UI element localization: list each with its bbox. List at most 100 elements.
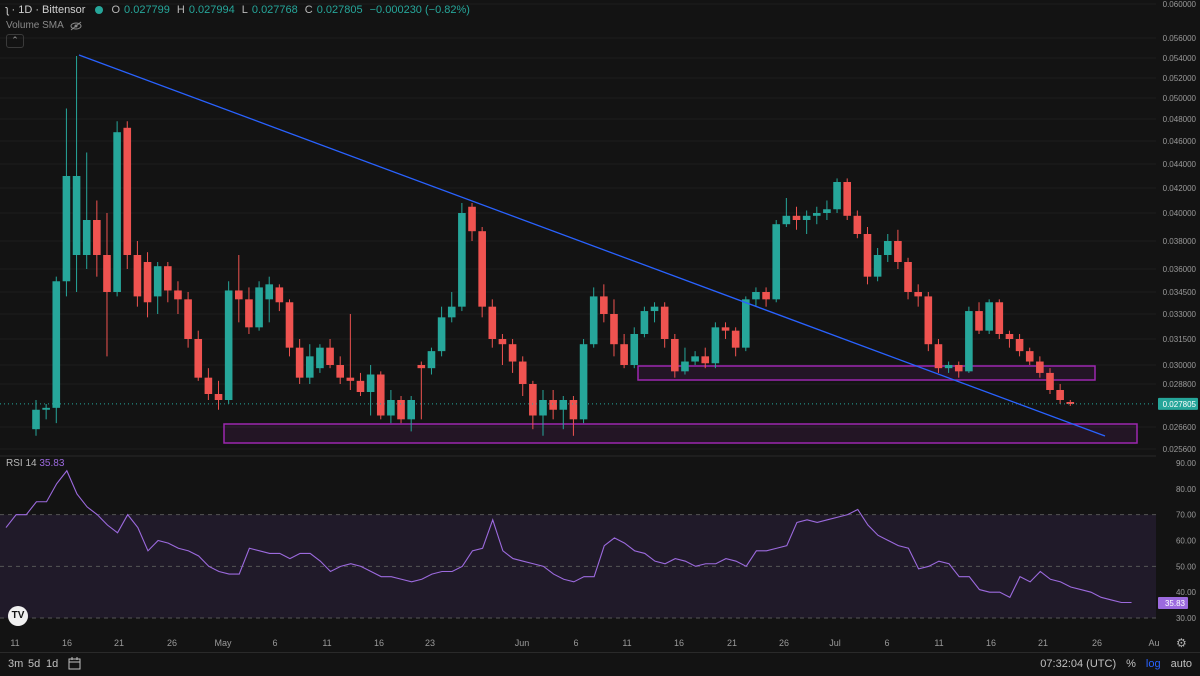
candle-body (468, 206, 476, 232)
time-tick-label: 6 (884, 638, 889, 648)
candle-body (934, 344, 943, 369)
price-grid (0, 3, 1156, 450)
time-tick-label: 21 (114, 638, 124, 648)
time-tick-label: May (214, 638, 232, 648)
gear-icon[interactable]: ⚙ (1176, 636, 1187, 650)
candle-body (863, 234, 872, 277)
trendline-layer[interactable] (78, 54, 1106, 437)
candle-body (1066, 402, 1075, 404)
price-tick-label: 0.050000 (1163, 94, 1197, 103)
price-tick-label: 0.028800 (1163, 380, 1197, 389)
candle-body (518, 361, 527, 384)
price-tick-label: 0.048000 (1163, 115, 1197, 124)
candle-body (113, 132, 121, 292)
eye-off-icon[interactable] (70, 21, 82, 31)
candle-body (924, 296, 933, 345)
clock-display[interactable]: 07:32:04 (UTC) (1040, 658, 1117, 670)
rsi-current-badge (1158, 596, 1188, 609)
rsi-legend[interactable]: RSI 14 35.83 (6, 458, 64, 469)
range-3m-button[interactable]: 3m (8, 658, 24, 670)
price-axis[interactable]: 0.060000 0.056000 0.054000 0.052000 0.050000… (1158, 0, 1198, 623)
time-tick-label: 16 (62, 638, 72, 648)
candle-body (711, 327, 720, 364)
price-tick-label: 0.038000 (1163, 237, 1197, 246)
candle-body (985, 302, 993, 331)
calendar-icon[interactable] (68, 657, 81, 670)
candle-body (458, 213, 466, 307)
candle-body (1046, 372, 1054, 390)
candle-body (833, 182, 841, 210)
scale-controls: 07:32:04 (UTC) % log auto (1040, 658, 1192, 670)
candle-body (802, 215, 811, 220)
candle-body (762, 292, 770, 300)
rsi-tick-label: 50.00 (1176, 562, 1197, 571)
open-label: O (111, 4, 121, 16)
candle-body (823, 209, 831, 213)
candle-body (975, 311, 983, 331)
candle-body (224, 290, 233, 400)
candle-body (235, 290, 243, 300)
candle-body (610, 314, 618, 345)
last-price-label: 0.027805 (1163, 400, 1197, 409)
time-tick-label: 26 (779, 638, 789, 648)
candle-body (853, 215, 862, 234)
candle-body (184, 299, 192, 339)
time-tick-label: 23 (425, 638, 435, 648)
candle-body (42, 407, 50, 410)
candle-body (954, 365, 963, 372)
rsi-tick-label: 90.00 (1176, 459, 1197, 468)
support-zone-lower[interactable] (223, 423, 1138, 444)
candle-body (153, 266, 162, 297)
close-value: 0.027805 (316, 4, 363, 16)
candle-body (873, 255, 882, 277)
candle-body (660, 306, 669, 339)
range-5d-button[interactable]: 5d (28, 658, 41, 670)
time-tick-label: 11 (934, 638, 943, 648)
auto-scale-button[interactable]: auto (1170, 658, 1192, 670)
candle-body (103, 255, 111, 292)
time-tick-label: 26 (1092, 638, 1102, 648)
rsi-value: 35.83 (39, 458, 65, 469)
candle-body (326, 347, 334, 365)
candle-body (32, 409, 40, 430)
support-zone-upper[interactable] (637, 365, 1096, 381)
collapse-legend-button[interactable]: ⌃ (6, 34, 24, 48)
candle-body (275, 287, 284, 303)
candle-body (316, 347, 324, 369)
candle-body (255, 287, 263, 328)
candle-body (772, 224, 781, 300)
price-tick-label: 0.025600 (1163, 445, 1197, 454)
price-tick-label: 0.044000 (1163, 160, 1197, 169)
candle-body (782, 215, 791, 225)
time-tick-label: 16 (674, 638, 684, 648)
candle-body (133, 255, 142, 297)
candle-body (376, 374, 385, 416)
market-status-icon (95, 6, 104, 14)
volume-sma-legend[interactable]: Volume SMA (6, 20, 82, 31)
price-tick-label: 0.056000 (1163, 34, 1197, 43)
descending-trendline[interactable] (78, 54, 1106, 437)
time-tick-label: Au (1148, 638, 1159, 648)
candle-body (214, 394, 223, 400)
candle-body (904, 262, 912, 292)
time-axis[interactable]: 11 16 21 26 May 6 11 16 23 Jun 6 11 16 21 26 Jul 6 11 16 21… (10, 638, 1159, 648)
symbol-title[interactable]: ʅ · 1D · Bittensor (6, 4, 86, 16)
price-tick-label: 0.046000 (1163, 137, 1197, 146)
candle-body (356, 380, 365, 392)
candle-body (1025, 351, 1034, 362)
log-scale-button[interactable]: log (1145, 658, 1161, 670)
percent-scale-button[interactable]: % (1126, 658, 1136, 670)
rsi-current-label: 35.83 (1165, 599, 1186, 608)
candle-body (630, 334, 639, 365)
candle-body (569, 400, 578, 420)
candle-body (478, 231, 486, 307)
tradingview-logo-icon[interactable]: TV (8, 606, 28, 626)
candle-body (640, 311, 649, 334)
rsi-tick-label: 30.00 (1176, 614, 1197, 623)
candle-body (417, 365, 426, 369)
time-tick-label: 21 (727, 638, 737, 648)
candle-body (812, 213, 821, 216)
range-1d-button[interactable]: 1d (46, 658, 59, 670)
open-value: 0.027799 (124, 4, 170, 16)
